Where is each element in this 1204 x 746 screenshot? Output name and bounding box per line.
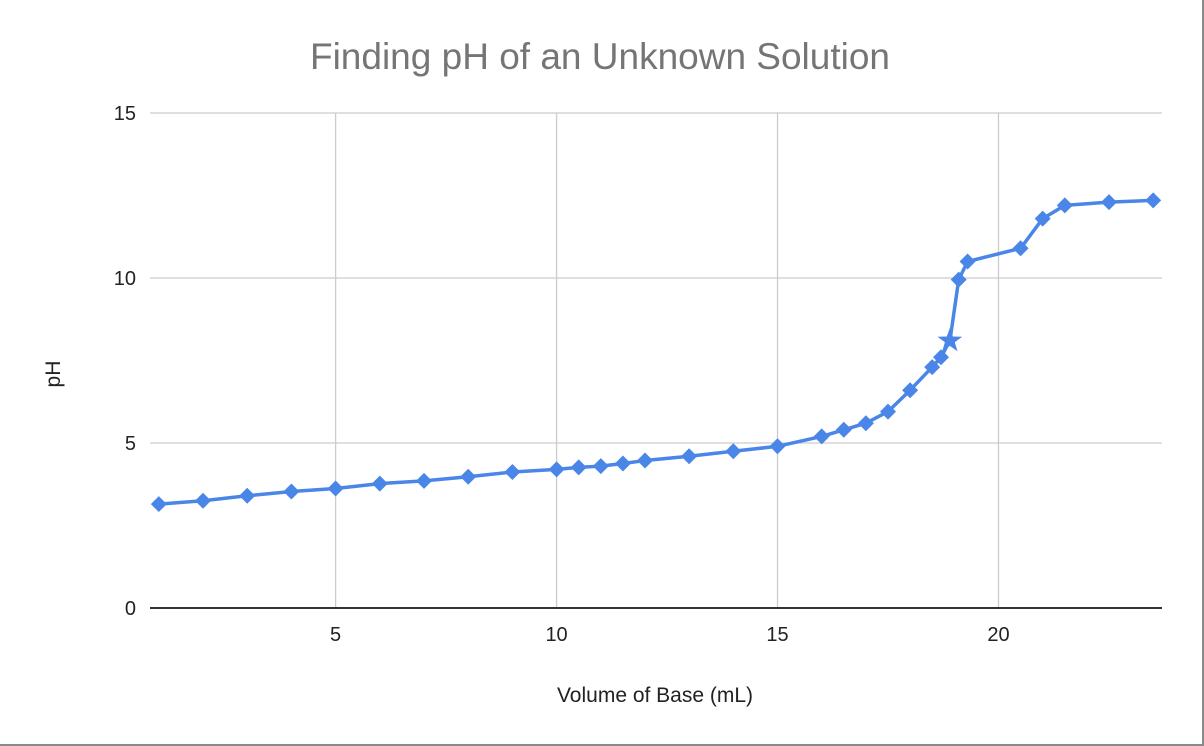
- data-point: [959, 253, 976, 270]
- data-point: [1034, 210, 1051, 227]
- data-point: [637, 452, 653, 469]
- data-point: [548, 461, 565, 478]
- y-tick-label: 0: [125, 598, 136, 620]
- chart-title: Finding pH of an Unknown Solution: [310, 36, 890, 77]
- data-point: [769, 438, 786, 455]
- x-tick-label: 15: [766, 624, 788, 646]
- data-point: [195, 492, 211, 509]
- data-point: [614, 455, 631, 472]
- data-point: [1145, 192, 1162, 209]
- x-tick-label: 10: [545, 624, 567, 646]
- data-point: [681, 448, 698, 465]
- y-tick-label: 10: [114, 268, 136, 290]
- data-point: [813, 428, 830, 445]
- data-point: [857, 415, 874, 432]
- data-point: [1101, 194, 1117, 211]
- y-tick-label: 15: [114, 103, 136, 125]
- data-point: [416, 472, 432, 489]
- data-point: [924, 359, 941, 376]
- x-tick-label: 20: [987, 624, 1009, 646]
- data-point: [950, 271, 967, 288]
- y-axis-title: pH: [42, 361, 65, 388]
- data-point: [460, 468, 477, 485]
- star-marker: [937, 327, 963, 352]
- data-point: [880, 403, 896, 420]
- data-point: [933, 349, 949, 366]
- data-point: [725, 443, 742, 460]
- y-tick-label: 5: [125, 433, 136, 455]
- series-line: [157, 198, 1155, 506]
- data-point: [283, 483, 300, 500]
- x-tick-label: 5: [330, 624, 341, 646]
- annotations: [937, 327, 963, 352]
- data-point: [592, 458, 609, 475]
- data-point: [504, 464, 521, 480]
- data-point: [835, 421, 852, 438]
- data-point: [327, 480, 344, 497]
- series: [150, 192, 1162, 512]
- data-point: [239, 487, 256, 504]
- data-point: [570, 459, 587, 476]
- data-point: [150, 496, 167, 512]
- tick-labels: 0 5 10 15 5 10 15 20: [114, 103, 1010, 646]
- data-point: [1012, 240, 1029, 257]
- data-point: [1056, 197, 1073, 214]
- grid: [150, 112, 1162, 609]
- data-point: [902, 382, 919, 399]
- data-point: [371, 475, 388, 492]
- x-axis-title: Volume of Base (mL): [557, 684, 753, 707]
